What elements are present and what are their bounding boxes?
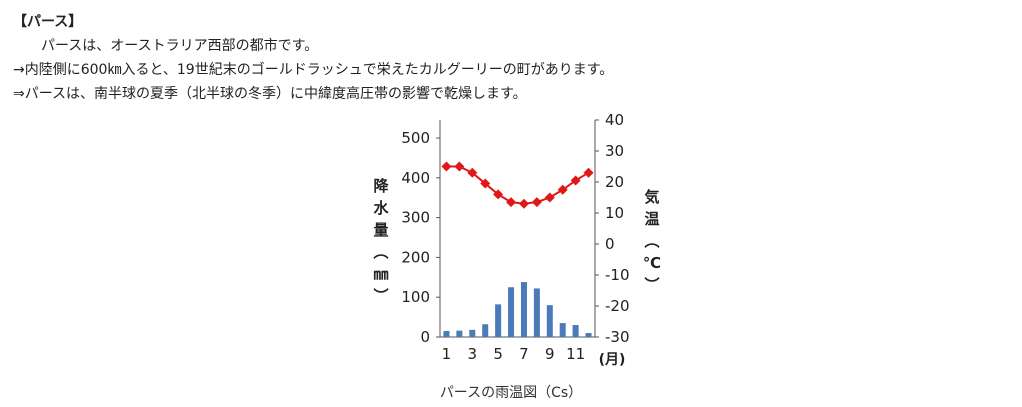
temperature-marker [493, 189, 504, 200]
month-tick-label: 3 [468, 345, 478, 363]
precip-tick-label: 0 [420, 328, 430, 346]
chart-caption: パースの雨温図（Cs） [439, 385, 583, 401]
precip-axis-label: ㎜ [373, 265, 388, 283]
precip-bar [482, 324, 489, 337]
temp-tick-label: -20 [605, 297, 630, 315]
precip-bar [456, 330, 463, 337]
temp-tick-label: -30 [605, 328, 630, 346]
month-tick-label: 5 [493, 345, 503, 363]
precip-bar [508, 287, 515, 337]
temperature-marker [454, 161, 465, 172]
temp-tick-label: 10 [605, 204, 624, 222]
precip-bar [533, 288, 540, 337]
temperature-line [446, 165, 590, 205]
precip-axis-label: 量 [373, 221, 388, 239]
temp-tick-label: 20 [605, 173, 624, 191]
intro-line: パースは、オーストラリア西部の都市です。 [41, 38, 319, 54]
precip-tick-label: 300 [401, 209, 430, 227]
precip-bar [572, 325, 579, 337]
climate-line: ⇒パースは、南半球の夏季（北半球の冬季）に中緯度高圧帯の影響で乾燥します。 [13, 86, 527, 102]
precip-bar [495, 304, 502, 337]
temperature-marker [506, 197, 517, 208]
month-tick-label: 9 [545, 345, 555, 363]
precip-bar [585, 333, 592, 337]
temp-tick-label: 30 [605, 142, 624, 160]
precip-bar [520, 282, 527, 337]
temp-tick-label: 40 [605, 111, 624, 129]
temperature-marker [518, 198, 529, 209]
temp-axis-label: ︵ [643, 232, 659, 250]
precip-bar [469, 329, 476, 337]
precip-tick-label: 200 [401, 248, 430, 266]
explanation-text: 【パース】 パースは、オーストラリア西部の都市です。 →内陸側に600㎞入ると、… [13, 10, 773, 106]
precip-axis-label: 降 [373, 177, 389, 195]
temperature-marker [531, 197, 542, 208]
precip-bar [546, 305, 553, 337]
heading: 【パース】 [13, 14, 83, 30]
temperature-marker [570, 175, 581, 186]
precip-axis-label: 水 [373, 199, 389, 217]
kalgoorlie-line: →内陸側に600㎞入ると、19世紀末のゴールドラッシュで栄えたカルグーリーの町が… [13, 62, 614, 78]
temp-axis-label: ︶ [643, 276, 659, 294]
temp-axis-label: 温 [644, 210, 659, 228]
temp-axis-label: 気 [644, 188, 659, 206]
temperature-marker [583, 167, 594, 178]
temperature-marker [480, 178, 491, 189]
precip-bar [443, 331, 450, 337]
precip-tick-label: 100 [401, 288, 430, 306]
month-tick-label: 7 [519, 345, 529, 363]
precip-axis-label: ︵ [372, 243, 388, 261]
precip-tick-label: 500 [401, 129, 430, 147]
precip-axis-label: ︶ [372, 287, 388, 305]
temperature-marker [467, 167, 478, 178]
temperature-marker [557, 184, 568, 195]
x-unit-label: (月) [599, 352, 626, 368]
temperature-marker [441, 161, 452, 172]
month-tick-label: 11 [566, 345, 585, 363]
temp-tick-label: 0 [605, 235, 615, 253]
temp-tick-label: -10 [605, 266, 630, 284]
precip-bar [559, 323, 566, 337]
temperature-marker [544, 192, 555, 203]
temp-axis-label: ℃ [643, 254, 661, 272]
month-tick-label: 1 [442, 345, 452, 363]
precip-tick-label: 400 [401, 169, 430, 187]
